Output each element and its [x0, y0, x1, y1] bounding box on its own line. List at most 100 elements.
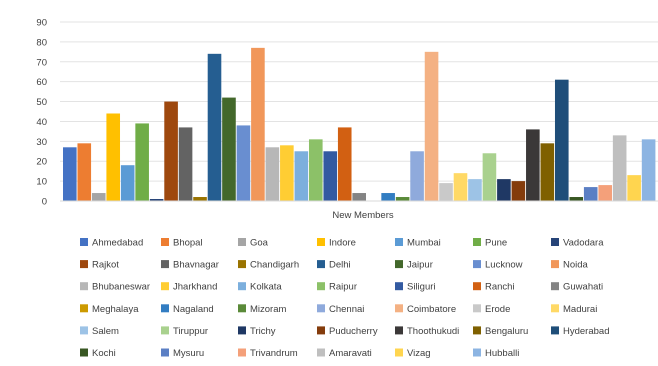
legend-item-bhopal: Bhopal	[161, 238, 203, 249]
legend-swatch	[238, 238, 246, 246]
y-tick-label: 90	[36, 18, 47, 29]
bar-jharkhand	[280, 145, 294, 201]
legend-swatch	[317, 348, 325, 357]
legend-label: Kolkata	[250, 282, 282, 293]
bar-chennai	[410, 151, 424, 201]
bar-vizag	[627, 175, 641, 201]
bar-madurai	[453, 173, 468, 201]
legend-swatch	[161, 326, 169, 335]
legend-item-delhi: Delhi	[317, 260, 351, 271]
bars	[63, 47, 656, 201]
legend-label: Raipur	[329, 282, 357, 293]
bar-kochi	[569, 197, 584, 201]
bar-lucknow	[236, 125, 251, 201]
legend-swatch	[317, 326, 325, 335]
legend-label: Chennai	[329, 304, 364, 315]
legend-swatch	[80, 260, 88, 269]
legend-label: Ranchi	[485, 282, 515, 293]
legend-label: Bhopal	[173, 238, 203, 249]
legend-label: Trichy	[250, 326, 276, 337]
bar-kolkata	[294, 151, 309, 201]
legend-item-chennai: Chennai	[317, 304, 364, 315]
legend-swatch	[551, 238, 559, 246]
legend-label: Mizoram	[250, 304, 287, 315]
bar-bengaluru	[540, 143, 555, 201]
bar-goa	[91, 193, 106, 201]
legend-item-vizag: Vizag	[395, 348, 431, 359]
legend-label: Lucknow	[485, 260, 523, 271]
legend-swatch	[80, 326, 88, 335]
bar-siliguri	[323, 151, 338, 201]
legend-item-raipur: Raipur	[317, 282, 357, 293]
legend-label: Indore	[329, 238, 356, 249]
legend-label: Bengaluru	[485, 326, 528, 337]
x-axis-label: New Members	[332, 210, 393, 221]
legend-swatch	[80, 238, 88, 246]
legend-item-bengaluru: Bengaluru	[473, 326, 528, 337]
legend-swatch	[161, 260, 169, 269]
legend-label: Bhavnagar	[173, 260, 219, 271]
legend-item-ahmedabad: Ahmedabad	[80, 238, 143, 249]
legend-item-tiruppur: Tiruppur	[161, 326, 208, 337]
legend-item-rajkot: Rajkot	[80, 260, 119, 271]
legend-swatch	[395, 260, 403, 269]
legend-swatch	[395, 326, 403, 335]
legend-swatch	[551, 326, 559, 335]
bar-trichy	[497, 179, 511, 201]
legend-swatch	[80, 348, 88, 357]
legend-label: Jharkhand	[173, 282, 217, 293]
bar-pune	[135, 123, 149, 201]
y-axis-tick-labels: 0 10 20 30 40 50 60 70 80 90	[36, 18, 47, 208]
bar-tiruppur	[482, 153, 497, 201]
y-tick-label: 60	[36, 77, 47, 88]
legend-label: Ahmedabad	[92, 238, 143, 249]
legend-swatch	[395, 348, 403, 357]
legend-swatch	[317, 304, 325, 313]
y-tick-label: 30	[36, 137, 47, 148]
legend-label: Tiruppur	[173, 326, 208, 337]
legend-item-trichy: Trichy	[238, 326, 276, 337]
bar-chandigarh	[193, 197, 207, 201]
legend-item-hubballi: Hubballi	[473, 348, 519, 359]
y-tick-label: 0	[42, 197, 47, 208]
bar-mizoram	[395, 197, 410, 201]
legend-item-guwahati: Guwahati	[551, 282, 603, 293]
legend-item-erode: Erode	[473, 304, 510, 315]
bar-mumbai	[120, 165, 135, 201]
bar-nagaland	[381, 193, 395, 201]
legend-label: Mysuru	[173, 348, 204, 359]
legend-swatch	[473, 260, 481, 269]
legend-swatch	[161, 304, 169, 313]
legend-item-jharkhand: Jharkhand	[161, 282, 217, 293]
legend-item-trivandrum: Trivandrum	[238, 348, 298, 359]
legend-swatch	[473, 326, 481, 335]
legend-swatch	[473, 304, 481, 313]
legend-item-goa: Goa	[238, 238, 269, 249]
y-tick-label: 70	[36, 57, 47, 68]
legend-item-vadodara: Vadodara	[551, 238, 604, 249]
legend-item-bhavnagar: Bhavnagar	[161, 260, 219, 271]
legend-swatch	[551, 282, 559, 291]
y-tick-label: 80	[36, 37, 47, 48]
legend-label: Bhubaneswar	[92, 282, 150, 293]
legend-label: Goa	[250, 238, 269, 249]
bar-hyderabad	[554, 79, 569, 201]
y-tick-label: 50	[36, 97, 47, 108]
legend-label: Puducherry	[329, 326, 378, 337]
legend-label: Salem	[92, 326, 119, 337]
bar-bhubaneswar	[265, 147, 280, 201]
legend-label: Meghalaya	[92, 304, 139, 315]
bar-ahmedabad	[63, 147, 77, 201]
legend-label: Coimbatore	[407, 304, 456, 315]
legend-label: Delhi	[329, 260, 351, 271]
bar-mysuru	[583, 187, 598, 201]
legend-item-mizoram: Mizoram	[238, 304, 287, 315]
legend-label: Mumbai	[407, 238, 441, 249]
legend-item-indore: Indore	[317, 238, 356, 249]
legend-label: Hubballi	[485, 348, 519, 359]
legend-swatch	[161, 238, 169, 246]
bar-delhi	[207, 53, 222, 201]
legend-item-siliguri: Siliguri	[395, 282, 436, 293]
y-tick-label: 10	[36, 177, 47, 188]
